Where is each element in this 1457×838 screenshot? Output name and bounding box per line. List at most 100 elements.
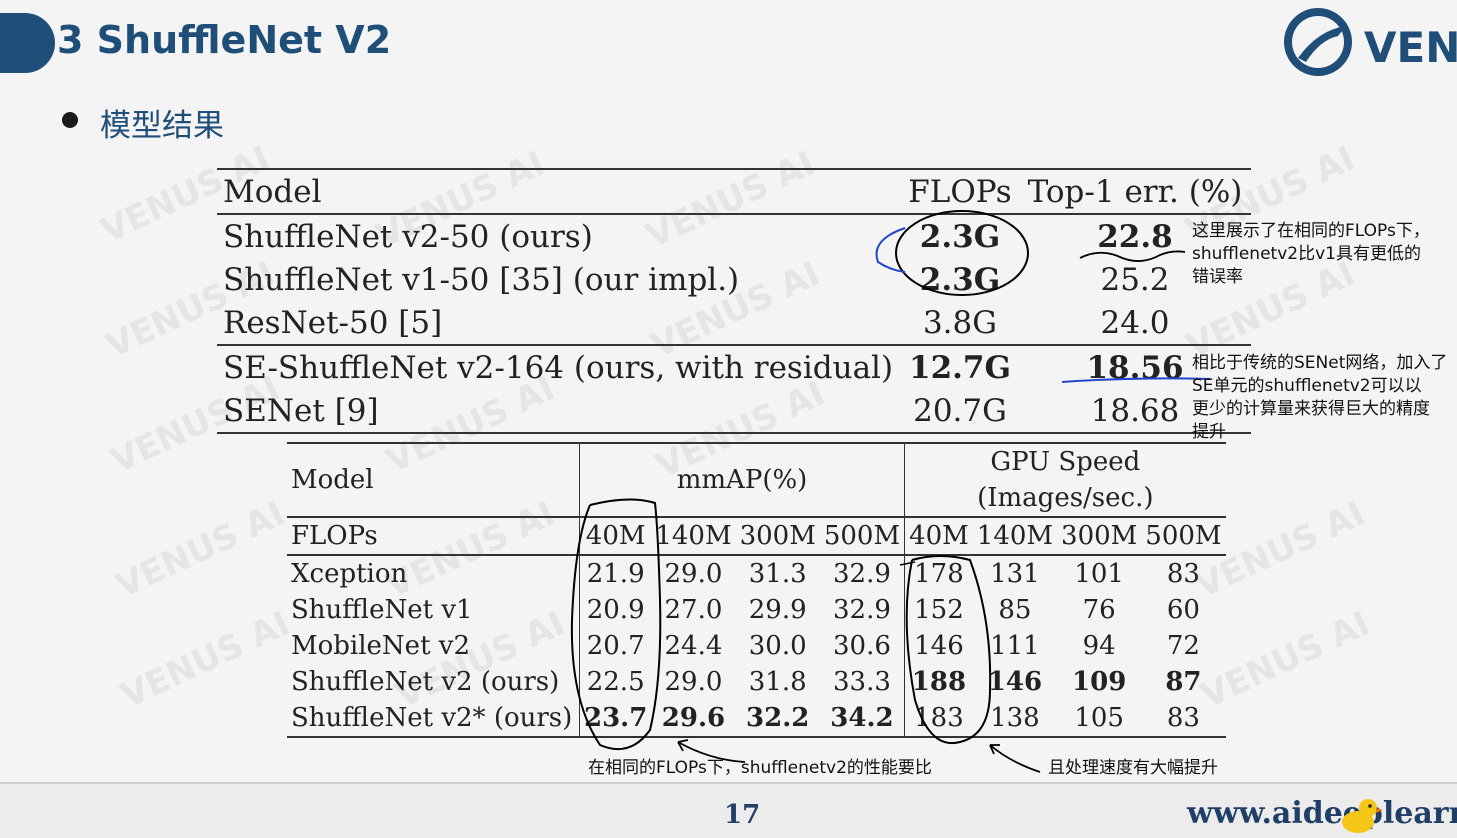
value-cell: 31.3: [748, 559, 807, 589]
value-cell: 188: [911, 667, 967, 697]
table-row: ShuffleNet v2-50 (ours) 2.3G 22.8: [217, 214, 1251, 258]
value-cell: 109: [1072, 667, 1127, 697]
value-cell: 131: [990, 559, 1040, 589]
column-header: Model: [287, 443, 580, 517]
column-header: (Images/sec.): [977, 483, 1154, 513]
note-line: 错误率: [1192, 267, 1243, 287]
model-cell: ShuffleNet v2* (ours): [287, 700, 580, 737]
value-cell: 72: [1166, 631, 1200, 661]
note-line: 提升: [1192, 422, 1226, 442]
value-cell: 30.0: [748, 631, 807, 661]
table-row: ShuffleNet v1-50 [35] (our impl.) 2.3G 2…: [217, 258, 1251, 301]
value-cell: 29.9: [748, 595, 807, 625]
value-cell: 24.4: [664, 631, 723, 661]
value-cell: 83: [1166, 559, 1200, 589]
value-cell: 60: [1166, 595, 1200, 625]
flops-value: 300M: [739, 521, 816, 551]
note-line: SE单元的shufflenetv2可以以: [1192, 376, 1422, 396]
table-row: Xception 21.9 29.0 31.3 32.9 178 131 101…: [287, 555, 1226, 592]
venus-logo: VENUS: [1284, 8, 1457, 76]
bullet-dot-icon: [62, 112, 78, 128]
value-cell: 32.9: [819, 555, 906, 592]
value-cell: 29.6: [661, 703, 726, 733]
flops-value: 140M: [655, 521, 732, 551]
flops-cell: 12.7G: [909, 349, 1011, 386]
value-cell: 83: [1166, 703, 1200, 733]
value-cell: 20.7: [586, 631, 645, 661]
value-cell: 138: [990, 703, 1040, 733]
error-cell: 22.8: [1097, 218, 1173, 255]
note-line: 更少的计算量来获得巨大的精度: [1192, 399, 1430, 419]
flops-cell: 2.3G: [919, 218, 1001, 255]
value-cell: 76: [1082, 595, 1116, 625]
error-cell: 25.2: [1100, 261, 1170, 298]
flops-row: FLOPs 40M 140M 300M 500M 40M 140M 300M 5…: [287, 517, 1226, 555]
value-cell: 152: [914, 595, 964, 625]
value-cell: 30.6: [819, 628, 906, 664]
duck-icon: [1342, 799, 1383, 833]
arrow-icon: [989, 744, 1041, 773]
slide-title: 3 ShuffleNet V2: [57, 18, 392, 62]
annotation-note-2: 相比于传统的SENet网络，加入了 SE单元的shufflenetv2可以以 更…: [1192, 352, 1447, 444]
value-cell: 183: [914, 703, 964, 733]
footer-site-text: www.aideeplearning: [1187, 796, 1457, 831]
flops-value: 40M: [585, 521, 646, 551]
flops-value: 300M: [1061, 521, 1138, 551]
value-cell: 21.9: [586, 559, 645, 589]
value-cell: 33.3: [819, 664, 906, 700]
model-cell: Xception: [287, 555, 580, 592]
model-cell: ShuffleNet v2-50 (ours): [223, 218, 593, 255]
section-title: 模型结果: [100, 108, 224, 144]
value-cell: 23.7: [584, 703, 648, 733]
value-cell: 34.2: [819, 700, 906, 737]
mmap-speed-table: Model mmAP(%) GPU Speed (Images/sec.) FL…: [287, 442, 1226, 738]
flops-cell: 2.3G: [919, 261, 1001, 298]
flops-cell: 3.8G: [922, 304, 998, 341]
row-label: FLOPs: [287, 517, 580, 555]
column-header: FLOPs: [908, 173, 1012, 210]
column-header: mmAP(%): [579, 443, 906, 517]
table-row: ResNet-50 [5] 3.8G 24.0: [217, 301, 1251, 345]
watermark: VENUS AI: [110, 493, 291, 607]
table-row: SENet [9] 20.7G 18.68: [217, 389, 1251, 433]
table-header-row: Model mmAP(%) GPU Speed: [287, 443, 1226, 517]
value-cell: 111: [990, 631, 1040, 661]
flops-value: 500M: [1145, 521, 1222, 551]
value-cell: 20.9: [586, 595, 645, 625]
table-header-row: (Images/sec.): [287, 480, 1226, 517]
model-cell: ShuffleNet v2 (ours): [287, 664, 580, 700]
flops-cell: 20.7G: [913, 392, 1007, 429]
model-cell: ResNet-50 [5]: [223, 304, 443, 341]
column-header: Top-1 err. (%): [1027, 173, 1243, 210]
logo-text: VENUS: [1364, 23, 1457, 72]
table-row: ShuffleNet v1 20.9 27.0 29.9 32.9 152 85…: [287, 592, 1226, 628]
note-line: 这里展示了在相同的FLOPs下，: [1192, 221, 1430, 241]
column-header: Model: [223, 173, 322, 210]
value-cell: 27.0: [664, 595, 723, 625]
value-cell: 94: [1082, 631, 1116, 661]
title-tab-decoration: [0, 13, 55, 73]
error-cell: 24.0: [1100, 304, 1170, 341]
flops-error-table: Model FLOPs Top-1 err. (%) ShuffleNet v2…: [217, 168, 1251, 434]
flops-value: 500M: [819, 517, 906, 555]
flops-value: 140M: [976, 521, 1054, 551]
value-cell: 22.5: [586, 667, 645, 697]
value-cell: 29.0: [664, 559, 723, 589]
value-cell: 101: [1074, 559, 1124, 589]
annotation-note-1: 这里展示了在相同的FLOPs下， shufflenetv2比v1具有更低的 错误…: [1192, 220, 1430, 289]
value-cell: 32.2: [746, 703, 810, 733]
note-line: 相比于传统的SENet网络，加入了: [1192, 353, 1448, 373]
value-cell: 146: [987, 667, 1043, 697]
value-cell: 146: [914, 631, 964, 661]
model-cell: MobileNet v2: [287, 628, 580, 664]
footer-bar: [0, 782, 1457, 838]
table-row: ShuffleNet v2 (ours) 22.5 29.0 31.8 33.3…: [287, 664, 1226, 700]
model-cell: ShuffleNet v1: [287, 592, 580, 628]
value-cell: 178: [914, 559, 964, 589]
value-cell: 32.9: [819, 592, 906, 628]
note-line: 在相同的FLOPs下，shufflenetv2的性能要比: [588, 758, 932, 778]
page-number: 17: [724, 800, 761, 830]
value-cell: 31.8: [748, 667, 807, 697]
table-row: SE-ShuffleNet v2-164 (ours, with residua…: [217, 345, 1251, 389]
flops-value: 40M: [909, 521, 969, 551]
